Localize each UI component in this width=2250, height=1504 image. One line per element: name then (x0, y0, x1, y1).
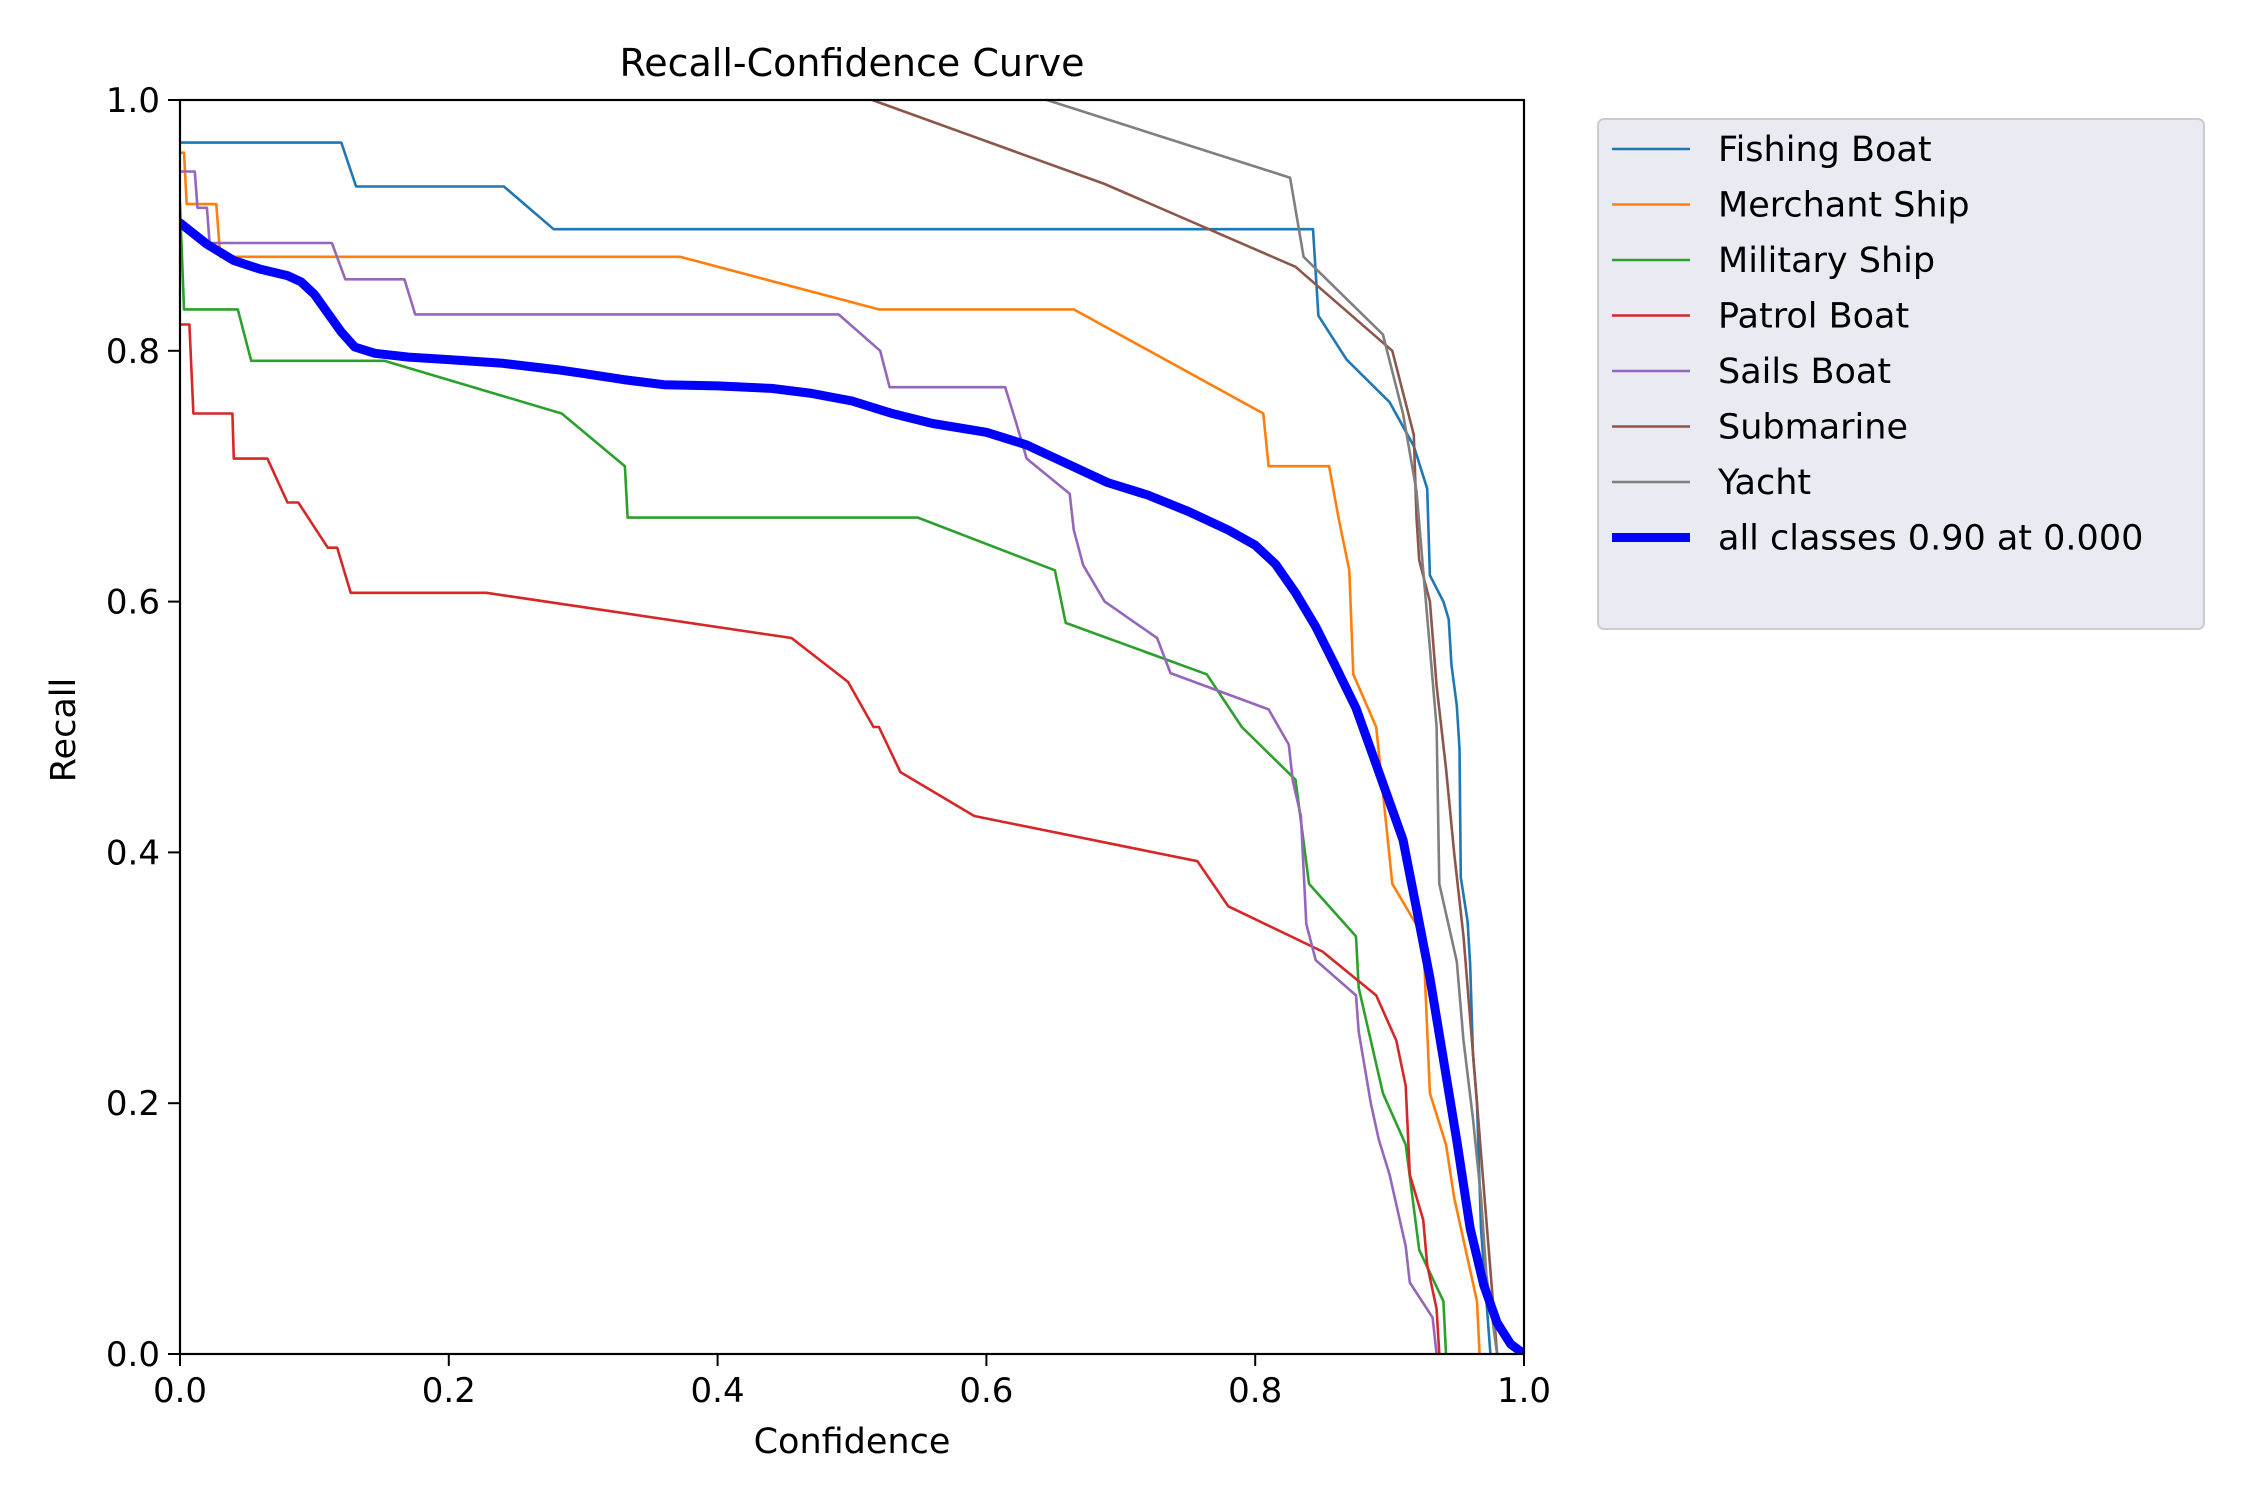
series-line-submarine (870, 100, 1499, 1354)
legend-label-merchant-ship: Merchant Ship (1718, 186, 1970, 226)
y-tick-label: 0.2 (106, 1084, 160, 1124)
legend-label-submarine: Submarine (1718, 408, 1908, 448)
y-tick-label: 0.0 (106, 1335, 160, 1375)
series-line-sails-boat (180, 170, 1438, 1354)
x-tick-label: 0.2 (422, 1371, 476, 1411)
series-line-all-classes-0-90-at-0-000 (180, 218, 1524, 1354)
x-tick-label: 0.4 (691, 1371, 745, 1411)
chart-title: Recall-Confidence Curve (620, 41, 1085, 85)
series-layer (180, 100, 1524, 1354)
x-tick-label: 0.8 (1228, 1371, 1282, 1411)
legend-label-sails-boat: Sails Boat (1718, 352, 1891, 392)
x-tick-label: 1.0 (1497, 1371, 1551, 1411)
series-line-merchant-ship (180, 151, 1481, 1354)
y-tick-label: 1.0 (106, 81, 160, 121)
plot-frame (178, 98, 1526, 1356)
y-axis-ticks: 0.0 0.2 0.4 0.6 0.8 1.0 (106, 81, 180, 1375)
plot-area (178, 98, 1526, 1356)
legend-label-all-classes-0-90-at-0-000: all classes 0.90 at 0.000 (1718, 519, 2143, 559)
legend-frame (1597, 118, 2205, 630)
x-axis-ticks: 0.0 0.2 0.4 0.6 0.8 1.0 (153, 1354, 1551, 1411)
series-line-fishing-boat (180, 141, 1492, 1354)
legend-label-patrol-boat: Patrol Boat (1718, 297, 1909, 337)
y-tick-label: 0.8 (106, 332, 160, 372)
x-tick-label: 0.6 (959, 1371, 1013, 1411)
y-axis-label: Recall (44, 678, 84, 782)
legend-label-yacht: Yacht (1717, 463, 1811, 503)
y-tick-label: 0.6 (106, 583, 160, 623)
legend-label-fishing-boat: Fishing Boat (1718, 130, 1932, 170)
legend: Fishing Boat Merchant Ship Military Ship Pa… (1597, 118, 2205, 630)
series-line-military-ship (180, 202, 1448, 1354)
x-axis-label: Confidence (754, 1422, 951, 1462)
y-tick-label: 0.4 (106, 833, 160, 873)
series-line-yacht (1045, 100, 1499, 1354)
legend-label-military-ship: Military Ship (1718, 241, 1935, 281)
series-line-patrol-boat (180, 323, 1441, 1354)
x-tick-label: 0.0 (153, 1371, 207, 1411)
